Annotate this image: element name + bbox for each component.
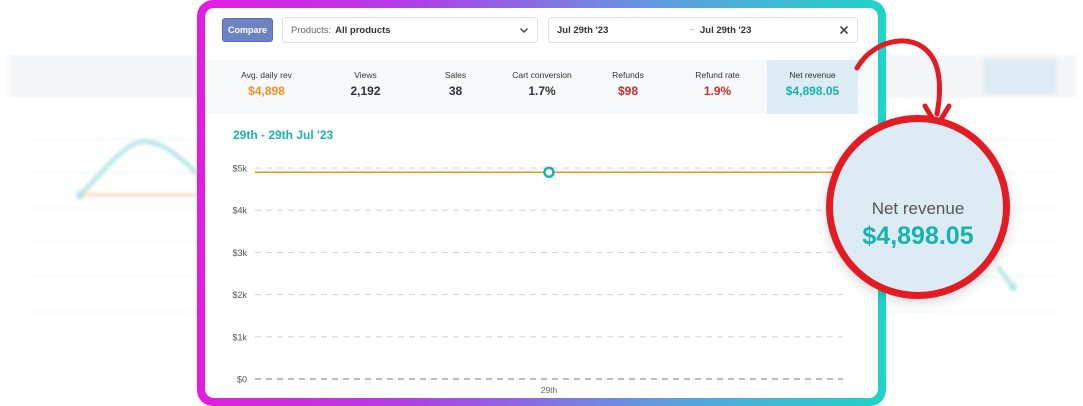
stat-title: Refund rate	[695, 70, 740, 80]
net-revenue-point	[543, 166, 555, 179]
stat-refunds[interactable]: Refunds $98	[588, 60, 668, 114]
stats-row: Avg. daily rev $4,898 Views 2,192 Sales …	[205, 60, 878, 114]
stat-title: Refunds	[612, 70, 644, 80]
callout-title: Net revenue	[871, 199, 965, 218]
stat-views[interactable]: Views 2,192	[323, 60, 408, 114]
stat-title: Views	[354, 70, 377, 80]
highlight-frame: Compare Products: All products Jul 29th …	[197, 0, 886, 406]
stat-value: $98	[617, 84, 639, 98]
stat-title: Sales	[444, 70, 467, 80]
stat-cart-conversion[interactable]: Cart conversion 1.7%	[497, 60, 587, 114]
products-dropdown-label: Products:	[291, 24, 332, 36]
date-separator: –	[689, 24, 695, 35]
y-tick-label: $0	[237, 375, 247, 385]
stat-value: 1.9%	[703, 84, 732, 98]
stat-title: Net revenue	[789, 70, 836, 80]
products-dropdown[interactable]: Products: All products	[282, 17, 538, 43]
stat-value: 2,192	[350, 84, 381, 98]
callout-value: $4,898.05	[862, 222, 974, 250]
stat-net-revenue[interactable]: Net revenue $4,898.05	[767, 60, 858, 114]
stat-title: Avg. daily rev	[241, 70, 292, 80]
toolbar: Compare Products: All products Jul 29th …	[205, 8, 878, 60]
close-icon[interactable]	[837, 23, 851, 37]
y-tick-label: $3k	[232, 248, 247, 258]
stat-avg-daily-rev[interactable]: Avg. daily rev $4,898	[219, 60, 314, 114]
date-end[interactable]: Jul 29th '23	[700, 25, 752, 36]
x-tick-label: 29th	[541, 385, 558, 395]
stat-value: $4,898.05	[785, 84, 840, 98]
y-tick-label: $2k	[232, 290, 247, 300]
revenue-chart: $0 $1k $2k $3k $4k $5k 29th	[232, 164, 843, 395]
compare-button[interactable]: Compare	[222, 18, 273, 42]
y-tick-label: $5k	[232, 164, 247, 174]
chart-title: 29th - 29th Jul '23	[233, 128, 334, 142]
date-range-picker[interactable]: Jul 29th '23 – Jul 29th '23	[548, 17, 858, 43]
stat-refund-rate[interactable]: Refund rate 1.9%	[675, 60, 760, 114]
products-dropdown-value: All products	[335, 24, 391, 36]
chevron-down-icon	[520, 28, 528, 33]
net-revenue-callout: Net revenue $4,898.05	[826, 115, 1010, 299]
stat-value: 1.7%	[528, 84, 556, 98]
y-tick-label: $1k	[232, 332, 247, 342]
analytics-card: Compare Products: All products Jul 29th …	[205, 8, 878, 398]
y-tick-label: $4k	[232, 206, 247, 216]
stat-title: Cart conversion	[512, 70, 572, 80]
date-start[interactable]: Jul 29th '23	[557, 25, 609, 36]
stat-value: $4,898	[248, 84, 285, 98]
background-selected-stat	[984, 59, 1056, 95]
stat-sales[interactable]: Sales 38	[413, 60, 498, 114]
stat-value: 38	[448, 84, 463, 98]
